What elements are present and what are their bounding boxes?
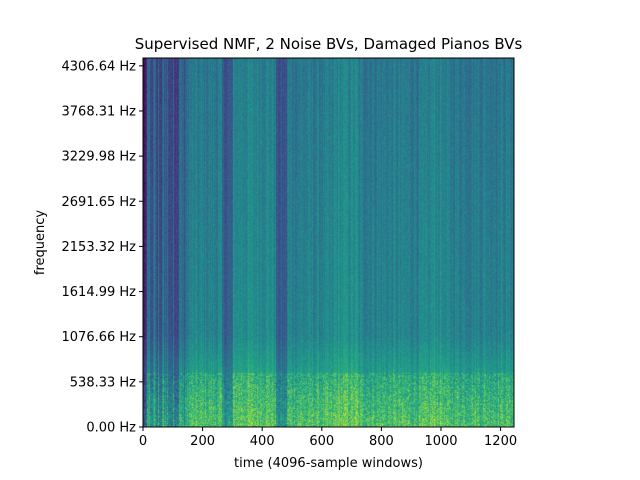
y-tick-label: 3229.98 Hz [62, 150, 137, 165]
x-tick-label: 600 [309, 434, 334, 449]
x-tick-label: 0 [139, 434, 147, 449]
y-tick-label: 2691.65 Hz [62, 195, 137, 210]
x-tick-label: 1000 [424, 434, 457, 449]
y-tick-label: 1076.66 Hz [62, 330, 137, 345]
chart-title: Supervised NMF, 2 Noise BVs, Damaged Pia… [135, 35, 523, 53]
x-tick-label: 400 [250, 434, 275, 449]
heatmap-image [143, 58, 514, 427]
y-tick-label: 3768.31 Hz [62, 104, 137, 119]
y-tick-label: 538.33 Hz [70, 375, 136, 390]
x-axis-label: time (4096-sample windows) [234, 456, 423, 471]
plot-frame [142, 57, 515, 428]
y-tick-label: 0.00 Hz [86, 421, 136, 436]
y-tick-label: 2153.32 Hz [62, 240, 137, 255]
y-axis: 0.00 Hz 538.33 Hz 1076.66 Hz 1614.99 Hz 2153… [62, 59, 143, 436]
x-tick-label: 800 [369, 434, 394, 449]
x-tick-label: 1200 [484, 434, 517, 449]
y-tick-label: 4306.64 Hz [62, 59, 137, 74]
x-axis: 0 200 400 600 800 1000 1200 [139, 427, 517, 449]
y-axis-label: frequency [33, 210, 48, 276]
y-tick-label: 1614.99 Hz [62, 285, 137, 300]
x-tick-label: 200 [190, 434, 215, 449]
